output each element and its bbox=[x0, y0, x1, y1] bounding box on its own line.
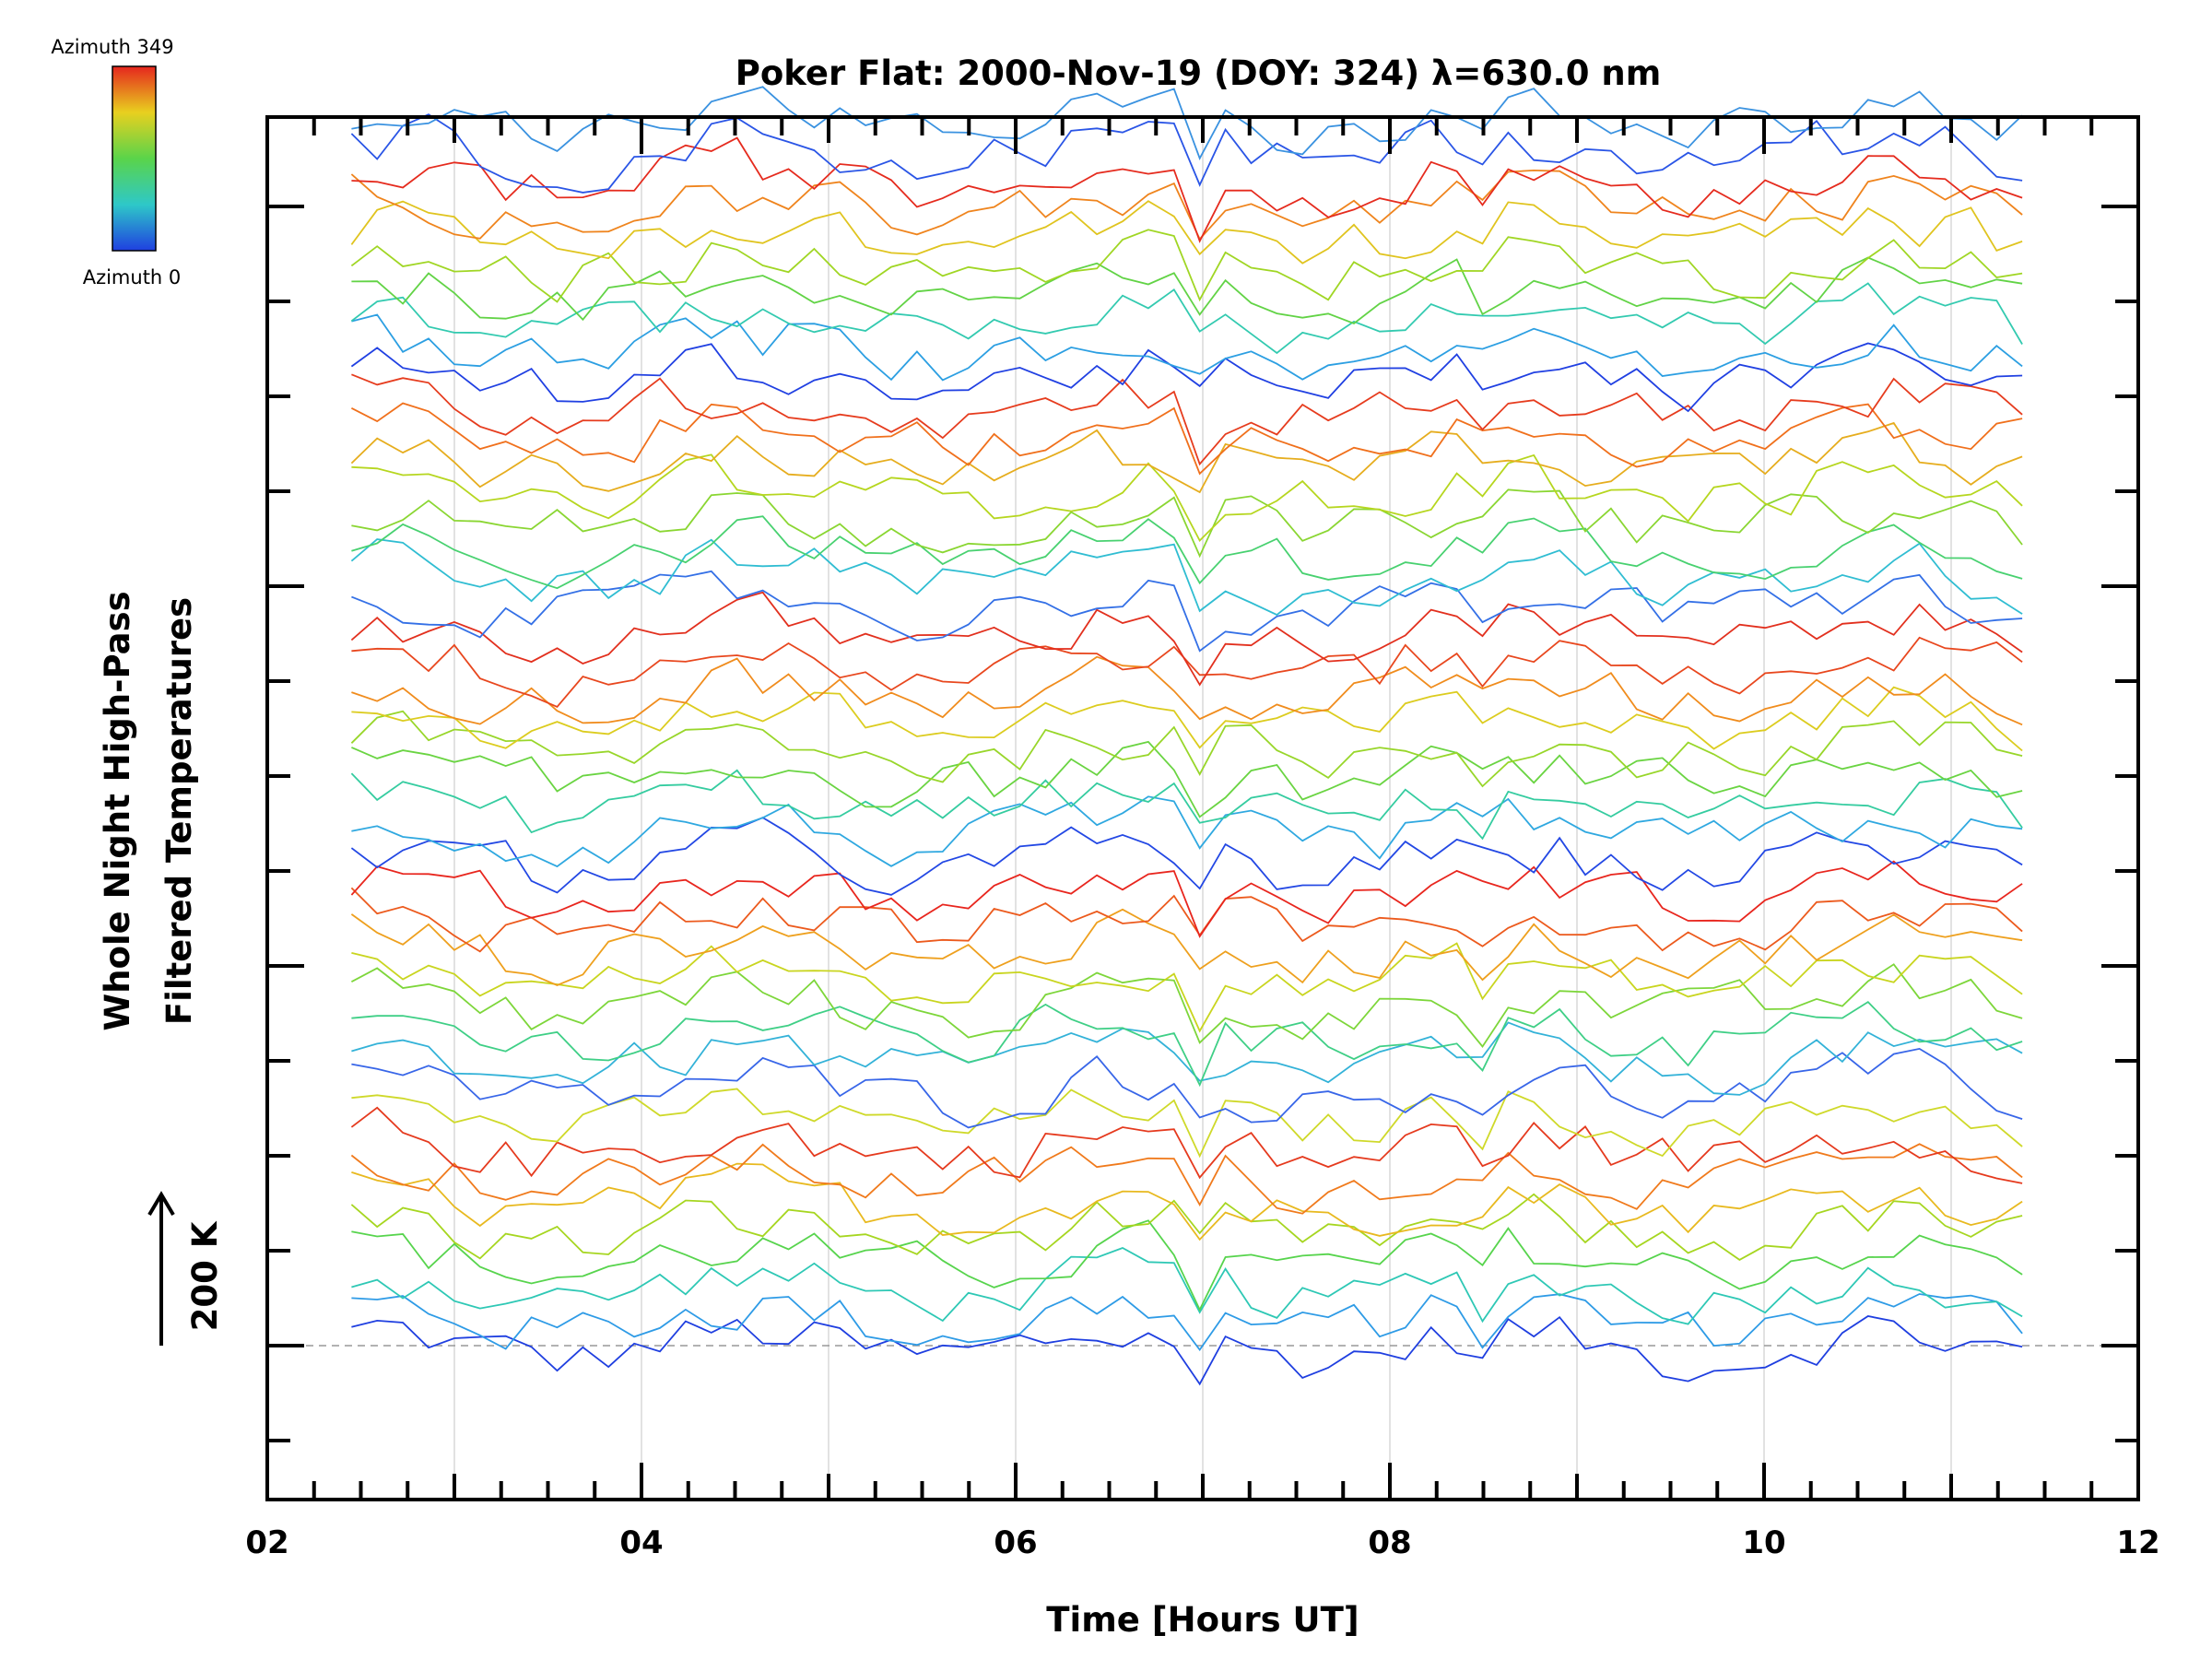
series-line bbox=[350, 113, 2023, 194]
series-line bbox=[351, 136, 2023, 243]
series-line bbox=[351, 1088, 2023, 1159]
series-line bbox=[350, 769, 2023, 841]
series-line bbox=[351, 1021, 2023, 1096]
series-line bbox=[351, 1000, 2023, 1088]
x-gridlines bbox=[453, 117, 1952, 1500]
axis-ticks: 02 04 06 08 10 12 bbox=[245, 117, 2160, 1561]
scale-arrow-head bbox=[147, 1191, 175, 1217]
series-line bbox=[351, 942, 2023, 1033]
series-line bbox=[351, 1162, 2023, 1241]
series-line bbox=[350, 860, 2023, 938]
series-line bbox=[351, 1047, 2023, 1129]
series-line bbox=[351, 636, 2023, 708]
y-axis-label-line2: Filtered Temperatures bbox=[159, 597, 199, 1025]
y-axis-label-line1: Whole Night High-Pass bbox=[98, 591, 137, 1030]
series-line bbox=[351, 86, 2023, 160]
series-line bbox=[351, 1247, 2023, 1325]
x-tick-label: 02 bbox=[245, 1524, 288, 1561]
series-line bbox=[350, 229, 2023, 303]
x-tick-label: 04 bbox=[619, 1524, 663, 1561]
x-tick-label: 06 bbox=[994, 1524, 1037, 1561]
series-line bbox=[350, 342, 2023, 413]
colorbar-swatch bbox=[112, 65, 157, 252]
series-line bbox=[351, 313, 2023, 382]
series-line bbox=[350, 1106, 2023, 1184]
series-line bbox=[351, 1293, 2023, 1352]
series-line bbox=[350, 1193, 2023, 1261]
series-line bbox=[351, 686, 2023, 752]
series-line bbox=[351, 1219, 2023, 1312]
series-line bbox=[350, 200, 2023, 265]
series-line bbox=[350, 1143, 2023, 1215]
series-line bbox=[350, 402, 2023, 476]
series-line bbox=[350, 908, 2023, 986]
series-line bbox=[350, 963, 2023, 1049]
series-line bbox=[351, 453, 2023, 543]
colorbar: Azimuth 349 Azimuth 0 bbox=[51, 36, 181, 288]
series-line bbox=[351, 256, 2023, 325]
series-group bbox=[350, 86, 2023, 1386]
series-line bbox=[350, 710, 2023, 788]
x-tick-label: 10 bbox=[1742, 1524, 1785, 1561]
x-axis-label: Time [Hours UT] bbox=[1046, 1600, 1359, 1640]
series-line bbox=[351, 373, 2023, 466]
series-line bbox=[351, 570, 2023, 653]
series-line bbox=[350, 591, 2023, 687]
colorbar-max-label: Azimuth 349 bbox=[51, 36, 173, 58]
series-line bbox=[351, 740, 2023, 818]
series-line bbox=[351, 655, 2023, 726]
scale-label: 200 K bbox=[185, 1220, 225, 1331]
series-line bbox=[350, 421, 2023, 494]
x-tick-label: 08 bbox=[1368, 1524, 1411, 1561]
series-line bbox=[350, 282, 2023, 355]
scale-indicator: 200 K bbox=[147, 1191, 225, 1346]
series-line bbox=[350, 817, 2023, 896]
series-line bbox=[351, 795, 2023, 868]
series-line bbox=[350, 169, 2023, 241]
chart-title: Poker Flat: 2000-Nov-19 (DOY: 324) λ=630… bbox=[735, 53, 1662, 93]
series-line bbox=[351, 488, 2023, 559]
series-line bbox=[350, 538, 2023, 617]
x-tick-label: 12 bbox=[2116, 1524, 2159, 1561]
series-line bbox=[351, 1315, 2023, 1386]
colorbar-min-label: Azimuth 0 bbox=[83, 266, 182, 288]
series-line bbox=[350, 887, 2023, 953]
series-line bbox=[351, 515, 2023, 590]
